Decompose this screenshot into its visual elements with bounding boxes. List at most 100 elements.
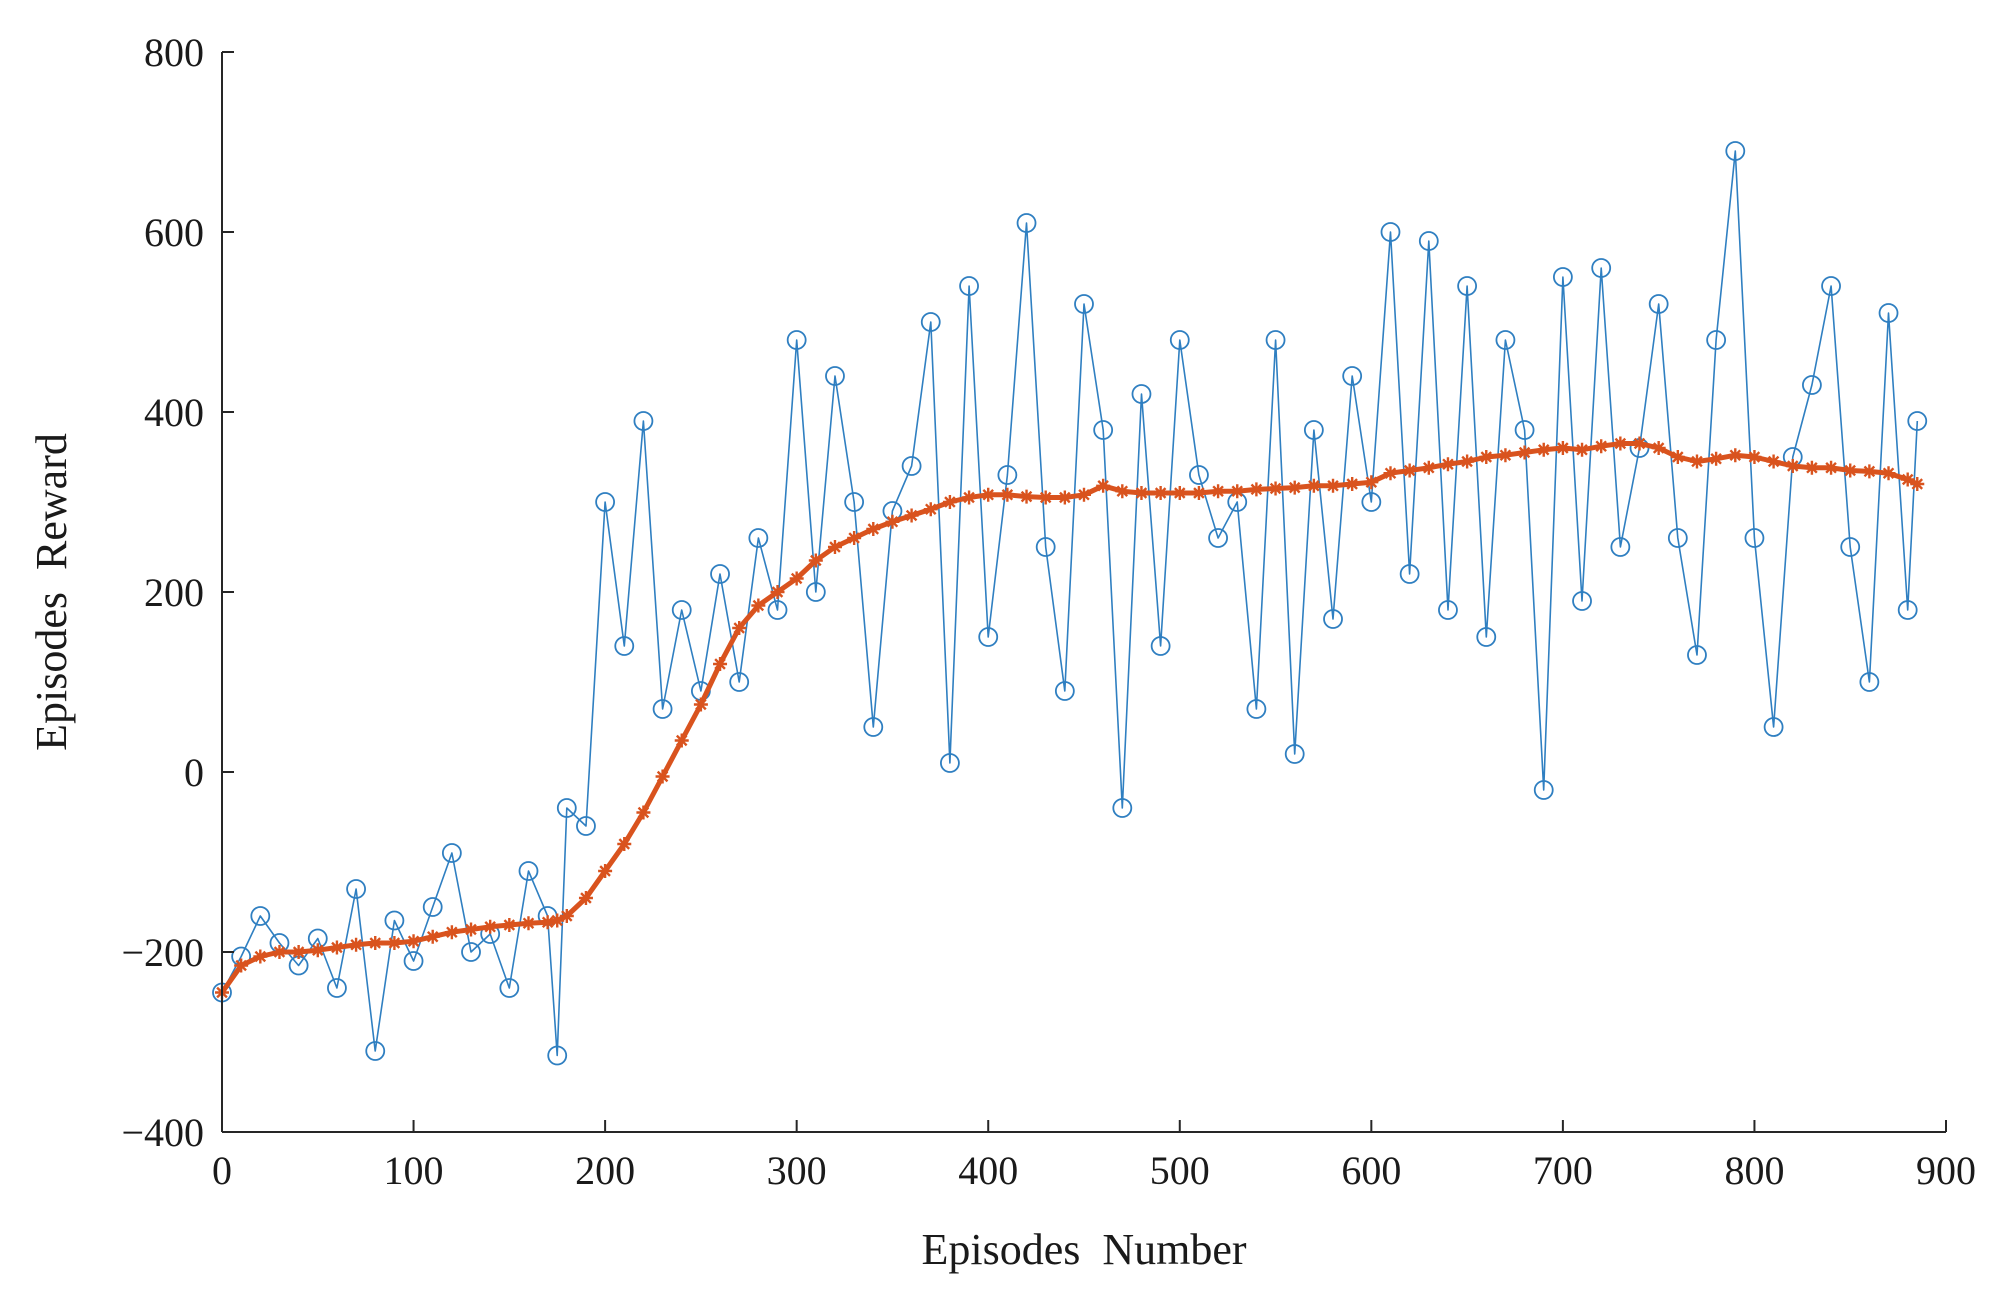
series-1-point	[1725, 141, 1746, 161]
series-1-point	[1246, 699, 1267, 719]
series-1-point	[1284, 744, 1305, 764]
series-1-point	[1667, 528, 1688, 548]
series-1-point	[1552, 267, 1573, 287]
series-1-point	[547, 1045, 568, 1066]
series-1-point	[1074, 294, 1094, 314]
series-2-point	[310, 943, 325, 958]
series-2-point	[1824, 460, 1839, 475]
series-1-point	[1131, 384, 1152, 404]
series-1-point	[327, 978, 347, 998]
series-2-point	[1421, 460, 1436, 475]
series-2-point	[674, 733, 689, 748]
series-2-point	[1670, 450, 1685, 464]
series-1-point	[652, 699, 673, 719]
series-1-point	[1907, 411, 1928, 431]
series-2-point	[1555, 441, 1570, 455]
series-1-point	[1016, 213, 1037, 233]
series-1-point	[1744, 528, 1765, 548]
series-2-point	[789, 571, 804, 586]
series-1-point	[748, 528, 769, 548]
series-2-point	[1651, 441, 1666, 455]
series-1-point	[1303, 420, 1324, 440]
series-2-point	[847, 531, 862, 545]
series-1-point	[576, 816, 596, 836]
x-tick-label: 100	[384, 1148, 444, 1193]
series-1-point	[403, 951, 424, 971]
series-1-point	[1591, 258, 1612, 278]
series-2-point	[1881, 466, 1896, 481]
series-1-point	[1533, 780, 1554, 800]
series-2-point	[540, 915, 555, 930]
series-2-point	[1747, 450, 1762, 464]
series-1-point	[1610, 537, 1631, 557]
y-tick-label: 600	[144, 210, 204, 255]
series-2-point	[885, 514, 900, 529]
series-1-point	[1476, 627, 1497, 647]
series-2-point	[502, 918, 517, 932]
series-1-point	[1495, 330, 1516, 350]
series-1-point	[1189, 465, 1209, 485]
series-2-point	[1057, 490, 1072, 505]
series-1-point	[250, 906, 271, 926]
series-2-point	[464, 922, 479, 937]
x-tick-label: 700	[1533, 1148, 1593, 1193]
series-2-point	[1689, 454, 1704, 469]
y-tick-label: 400	[144, 390, 204, 435]
series-1-point	[1802, 375, 1822, 395]
y-tick-label: 0	[184, 750, 204, 795]
plot-area	[212, 141, 1928, 1066]
series-2-point	[1498, 448, 1513, 463]
series-1-point	[1897, 600, 1918, 620]
series-1-point	[959, 276, 979, 296]
series-2-point	[1172, 486, 1187, 500]
series-1-point	[633, 411, 654, 431]
series-1-point	[844, 492, 865, 512]
series-1-point	[365, 1041, 386, 1061]
series-2-point	[578, 891, 593, 905]
y-tick-label: −400	[121, 1110, 204, 1155]
series-2-point	[1728, 448, 1743, 463]
series-2-point	[1287, 480, 1302, 495]
series-2-point	[1191, 486, 1206, 500]
series-2-point	[866, 522, 881, 536]
series-1-point	[1648, 294, 1669, 314]
series-2-point	[923, 502, 938, 517]
series-2-point	[1479, 450, 1494, 464]
series-1-point	[614, 636, 635, 656]
series-2-point	[234, 958, 249, 973]
series-1-point	[1457, 276, 1478, 296]
series-2-point	[751, 598, 766, 613]
series-2-point	[1402, 463, 1417, 478]
series-2-point	[483, 919, 498, 934]
series-1-point	[1380, 222, 1401, 242]
series-2-point	[1862, 464, 1877, 479]
series-1-point	[1054, 681, 1075, 701]
series-1-point	[767, 600, 788, 620]
series-2-point	[732, 621, 747, 635]
series-2-point	[827, 540, 842, 554]
series-2-point	[598, 864, 613, 878]
series-1-point	[805, 582, 826, 602]
series-2-point	[1230, 484, 1245, 499]
x-axis-title: Episodes Number	[921, 1225, 1246, 1274]
y-tick-label: 800	[144, 30, 204, 75]
x-tick-label: 300	[767, 1148, 827, 1193]
series-2-point	[1077, 487, 1091, 502]
series-1-point	[518, 861, 539, 881]
series-2-point	[1115, 484, 1130, 499]
x-tick-label: 0	[212, 1148, 232, 1193]
series-2-point	[349, 937, 364, 952]
series-1-point	[1438, 600, 1458, 620]
series-2-point	[368, 936, 383, 950]
series-1-point	[1821, 276, 1841, 296]
series-2-point	[1268, 481, 1283, 496]
series-1-point	[1265, 330, 1286, 350]
series-1-point	[556, 798, 577, 818]
series-2-point	[406, 934, 421, 949]
series-2-point	[387, 936, 402, 950]
series-2-point	[1843, 463, 1858, 478]
series-2-point	[1249, 482, 1264, 497]
series-2-point	[1766, 454, 1781, 469]
series-2-point	[1440, 457, 1455, 472]
series-2-point	[1460, 454, 1475, 469]
